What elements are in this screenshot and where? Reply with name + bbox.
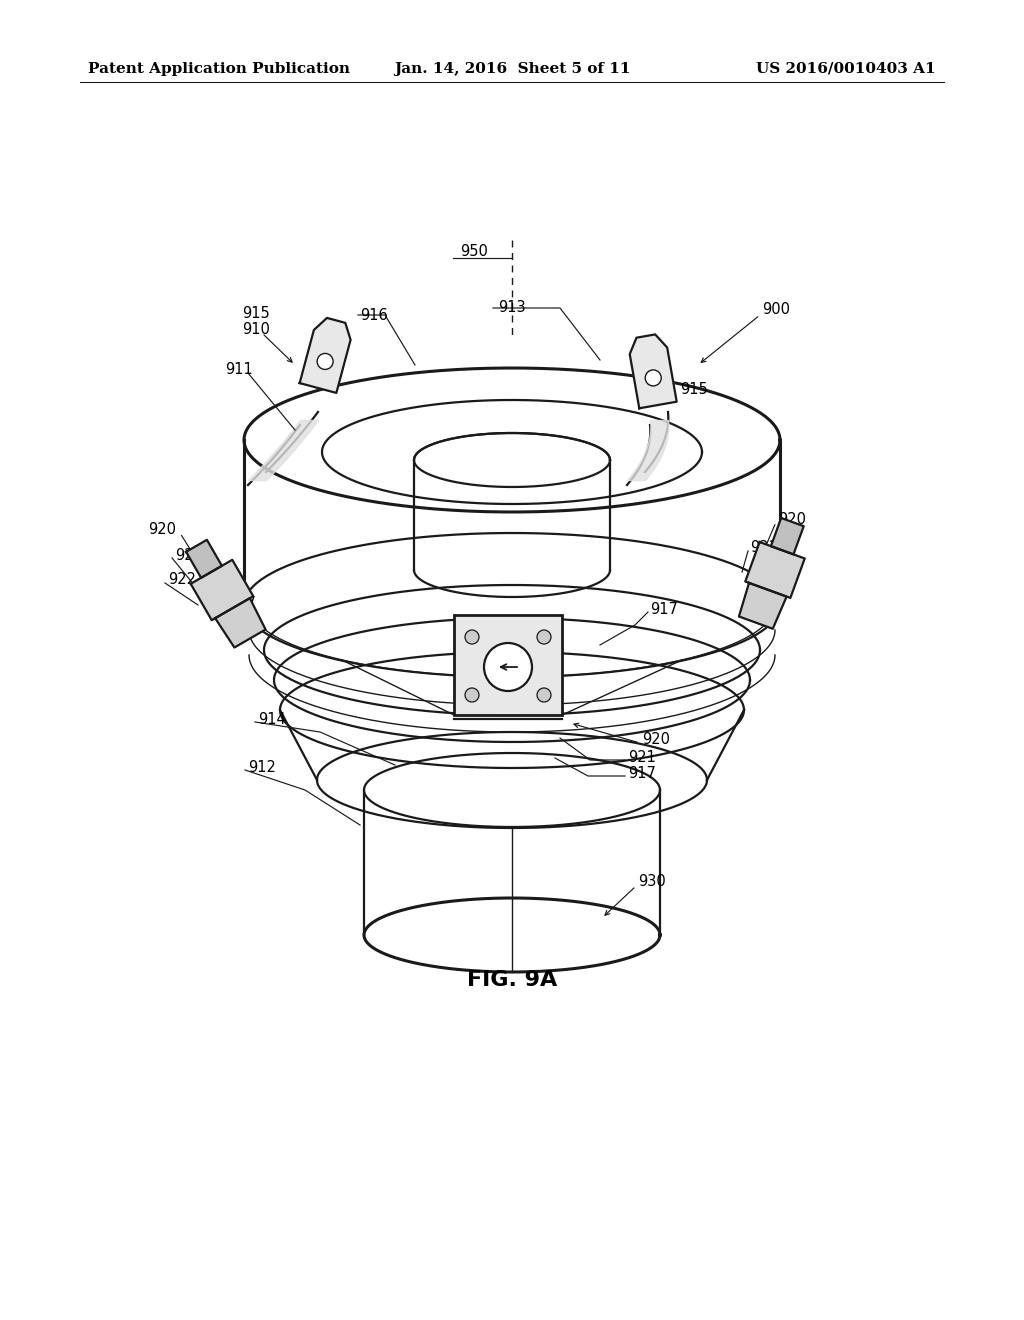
Text: FIG. 9A: FIG. 9A <box>467 970 557 990</box>
Text: 920: 920 <box>148 523 176 537</box>
Circle shape <box>317 354 333 370</box>
Polygon shape <box>190 560 253 620</box>
Circle shape <box>484 643 532 690</box>
Polygon shape <box>739 583 786 628</box>
Text: 950: 950 <box>460 244 487 260</box>
Text: 917: 917 <box>628 767 656 781</box>
Text: Patent Application Publication: Patent Application Publication <box>88 62 350 77</box>
Circle shape <box>645 370 662 385</box>
Text: 921: 921 <box>628 751 656 766</box>
Text: 915: 915 <box>242 305 269 321</box>
Polygon shape <box>630 334 677 408</box>
Text: Jan. 14, 2016  Sheet 5 of 11: Jan. 14, 2016 Sheet 5 of 11 <box>394 62 630 77</box>
Text: 930: 930 <box>638 874 666 890</box>
Text: 910: 910 <box>242 322 270 338</box>
Text: 914: 914 <box>258 713 286 727</box>
Polygon shape <box>771 517 804 554</box>
Polygon shape <box>745 543 805 598</box>
Circle shape <box>537 630 551 644</box>
Polygon shape <box>215 598 265 648</box>
Circle shape <box>465 688 479 702</box>
Text: 912: 912 <box>248 760 275 776</box>
Text: 917: 917 <box>228 597 256 611</box>
Text: 911: 911 <box>225 363 253 378</box>
Text: 900: 900 <box>762 302 790 318</box>
Polygon shape <box>186 540 222 578</box>
Text: 913: 913 <box>498 301 525 315</box>
Circle shape <box>465 630 479 644</box>
Text: 916: 916 <box>360 308 388 322</box>
Text: 915: 915 <box>680 383 708 397</box>
Text: 920: 920 <box>778 512 806 528</box>
Text: 920: 920 <box>642 733 670 747</box>
FancyBboxPatch shape <box>454 615 562 715</box>
Text: 921: 921 <box>750 540 778 556</box>
Text: 922: 922 <box>168 573 196 587</box>
Text: 917: 917 <box>650 602 678 618</box>
Circle shape <box>537 688 551 702</box>
Text: US 2016/0010403 A1: US 2016/0010403 A1 <box>757 62 936 77</box>
Polygon shape <box>300 318 350 393</box>
Text: 921: 921 <box>175 548 203 562</box>
